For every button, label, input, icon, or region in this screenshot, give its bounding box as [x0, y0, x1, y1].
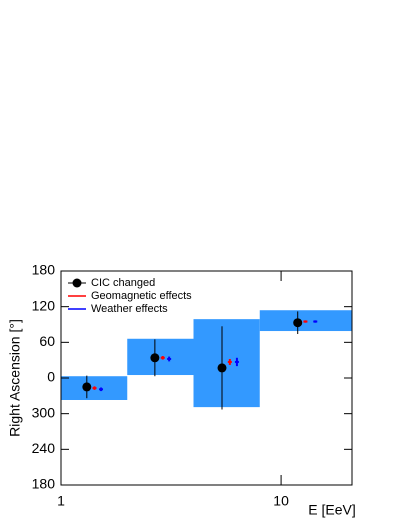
data-point	[82, 382, 92, 392]
x-tick-label: 1	[57, 493, 65, 509]
legend-label: Weather effects	[91, 303, 168, 315]
y-tick-label: 180	[32, 476, 56, 492]
y-tick-label: 300	[32, 404, 56, 420]
data-point	[217, 363, 227, 373]
legend-label: Geomagnetic effects	[91, 290, 192, 302]
y-tick-label: 120	[32, 297, 56, 313]
y-axis-label: Right Ascension [°]	[7, 319, 23, 437]
legend-label: CIC changed	[91, 277, 155, 289]
y-tick-label: 180	[32, 262, 56, 278]
y-tick-label: 240	[32, 440, 56, 456]
x-tick-label: 10	[273, 493, 289, 509]
systematic-band	[127, 338, 194, 376]
y-tick-label: 0	[47, 369, 55, 385]
data-point	[293, 318, 303, 328]
data-point	[150, 353, 160, 363]
y-tick-label: 60	[39, 333, 55, 349]
systematic-band	[193, 319, 260, 408]
legend-marker	[72, 278, 82, 288]
x-axis-label: E [EeV]	[308, 502, 355, 518]
